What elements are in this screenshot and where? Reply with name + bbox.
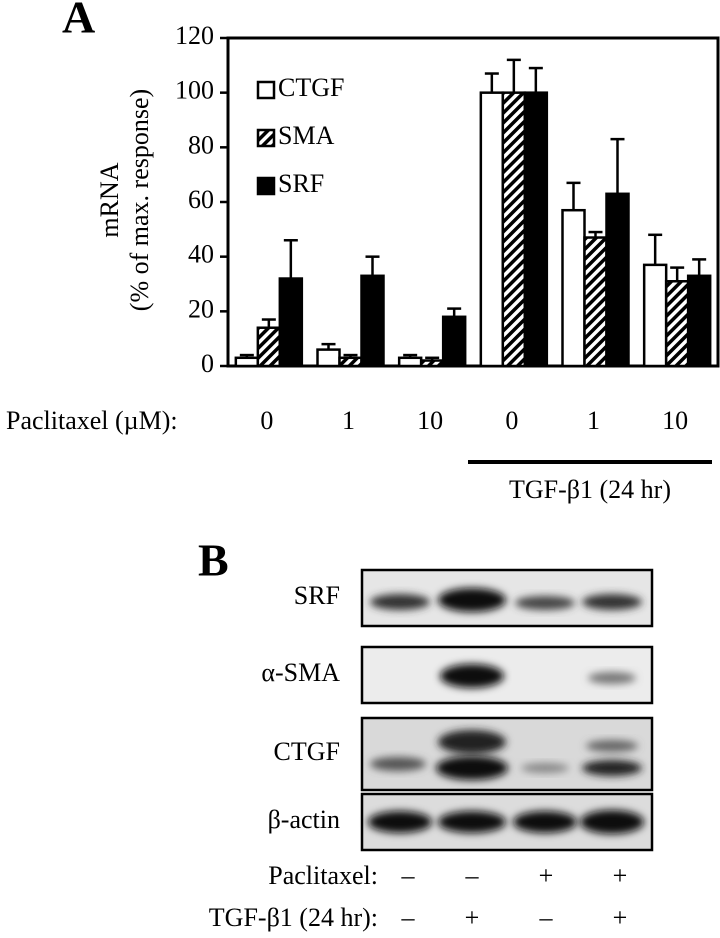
legend-label: SMA [278,121,335,150]
x-axis-label: Paclitaxel (µM): [6,406,178,435]
band [582,594,642,610]
legend-swatch [256,128,276,148]
annotation: TGF-β1 (24 hr) [509,475,671,504]
band [438,811,506,833]
band [580,810,644,834]
band [588,672,636,684]
y-tick-label: 0 [201,349,214,378]
blot-row-label: SRF [294,581,340,610]
treatment-sign: – [401,861,416,890]
x-tick-label: 1 [587,406,600,435]
band [586,740,638,752]
bar [338,356,363,368]
blot [360,568,654,852]
y-tick-label: 100 [175,76,214,105]
legend-label: CTGF [278,73,344,102]
treatment-sign: + [539,861,554,890]
bar [664,280,690,368]
treatment-sign: + [465,903,480,932]
y-tick-label: 20 [188,294,214,323]
x-tick-label: 10 [417,406,443,435]
panel-label: A [62,0,95,43]
y-tick-label: 80 [188,130,214,159]
panel-label: B [198,535,229,586]
legend-swatch [256,176,276,196]
legend-swatch [256,80,276,100]
treatment-sign: – [539,903,554,932]
bar [523,91,549,368]
treatment-sign: + [613,861,628,890]
x-tick-label: 0 [505,406,518,435]
bar [605,192,630,368]
bar [278,277,304,368]
bar [642,263,668,368]
bar [441,315,467,368]
plot-frame [226,36,720,368]
band [370,594,430,610]
x-tick-label: 10 [662,406,688,435]
blot-strip [360,716,654,792]
x-tick-label: 1 [342,406,355,435]
band [368,811,432,833]
band [582,760,642,776]
treatment-label: TGF-β1 (24 hr): [209,903,378,932]
band [436,756,508,780]
band [513,811,577,833]
x-tick-label: 0 [260,406,273,435]
band [438,588,506,612]
y-tick-label: 120 [175,21,214,50]
bar [419,359,445,368]
bar [583,236,608,368]
band [521,763,569,773]
bar [501,91,527,368]
bar [397,356,423,368]
blot-row-label: β-actin [268,805,340,834]
legend-label: SRF [278,169,324,198]
blot-row-label: CTGF [274,737,340,766]
bar [316,348,341,368]
bar [256,326,282,368]
y-axis-label: mRNA [95,162,124,237]
treatment-sign: – [465,861,480,890]
blot-row-label: α-SMA [261,658,340,687]
band [515,596,575,610]
treatment-sign: – [401,903,416,932]
bar [686,274,712,368]
bar [479,91,505,368]
y-tick-label: 60 [188,185,214,214]
y-axis-label: (% of max. response) [125,89,154,311]
band [370,757,426,771]
bar [234,356,260,368]
y-tick-label: 40 [188,240,214,269]
band [440,664,504,688]
treatment-label: Paclitaxel: [268,861,378,890]
bar [561,208,586,368]
bar [360,274,385,368]
band [438,730,506,754]
treatment-sign: + [613,903,628,932]
